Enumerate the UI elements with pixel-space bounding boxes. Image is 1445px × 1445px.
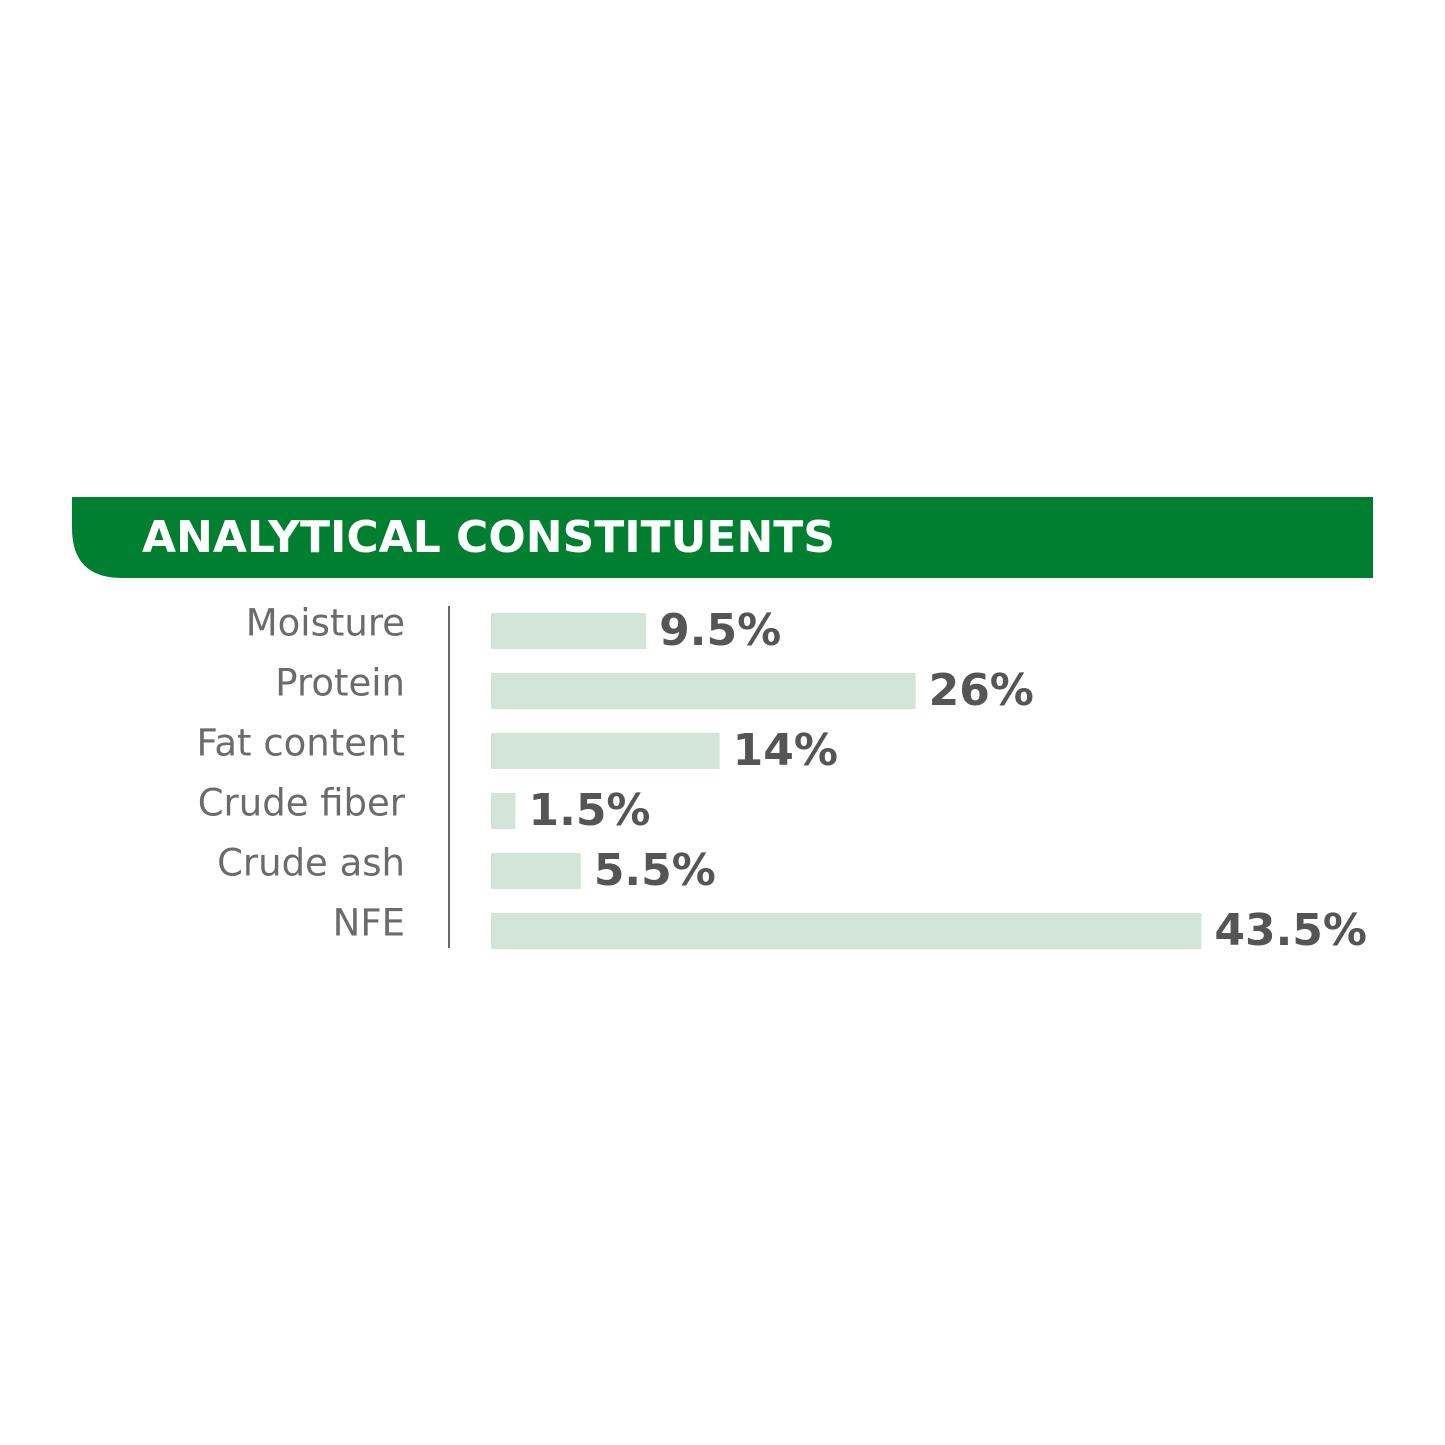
bar <box>491 613 647 649</box>
value-label: 1.5% <box>528 785 650 836</box>
bar <box>491 913 1202 949</box>
bar <box>491 793 516 829</box>
bar <box>491 673 916 709</box>
value-label: 26% <box>929 665 1034 716</box>
value-label: 9.5% <box>659 605 781 656</box>
bar <box>491 853 581 889</box>
category-label: Crude fiber <box>198 782 406 825</box>
category-label: Fat content <box>197 722 406 765</box>
value-label: 5.5% <box>594 845 716 896</box>
chart-title: ANALYTICAL CONSTITUENTS <box>142 512 835 563</box>
category-label: Crude ash <box>217 842 405 885</box>
category-label: NFE <box>333 902 405 945</box>
title-banner <box>72 497 1373 578</box>
bar <box>491 733 720 769</box>
category-label: Protein <box>275 662 405 705</box>
value-label: 43.5% <box>1214 905 1367 956</box>
category-label: Moisture <box>246 602 405 645</box>
value-label: 14% <box>733 725 838 776</box>
